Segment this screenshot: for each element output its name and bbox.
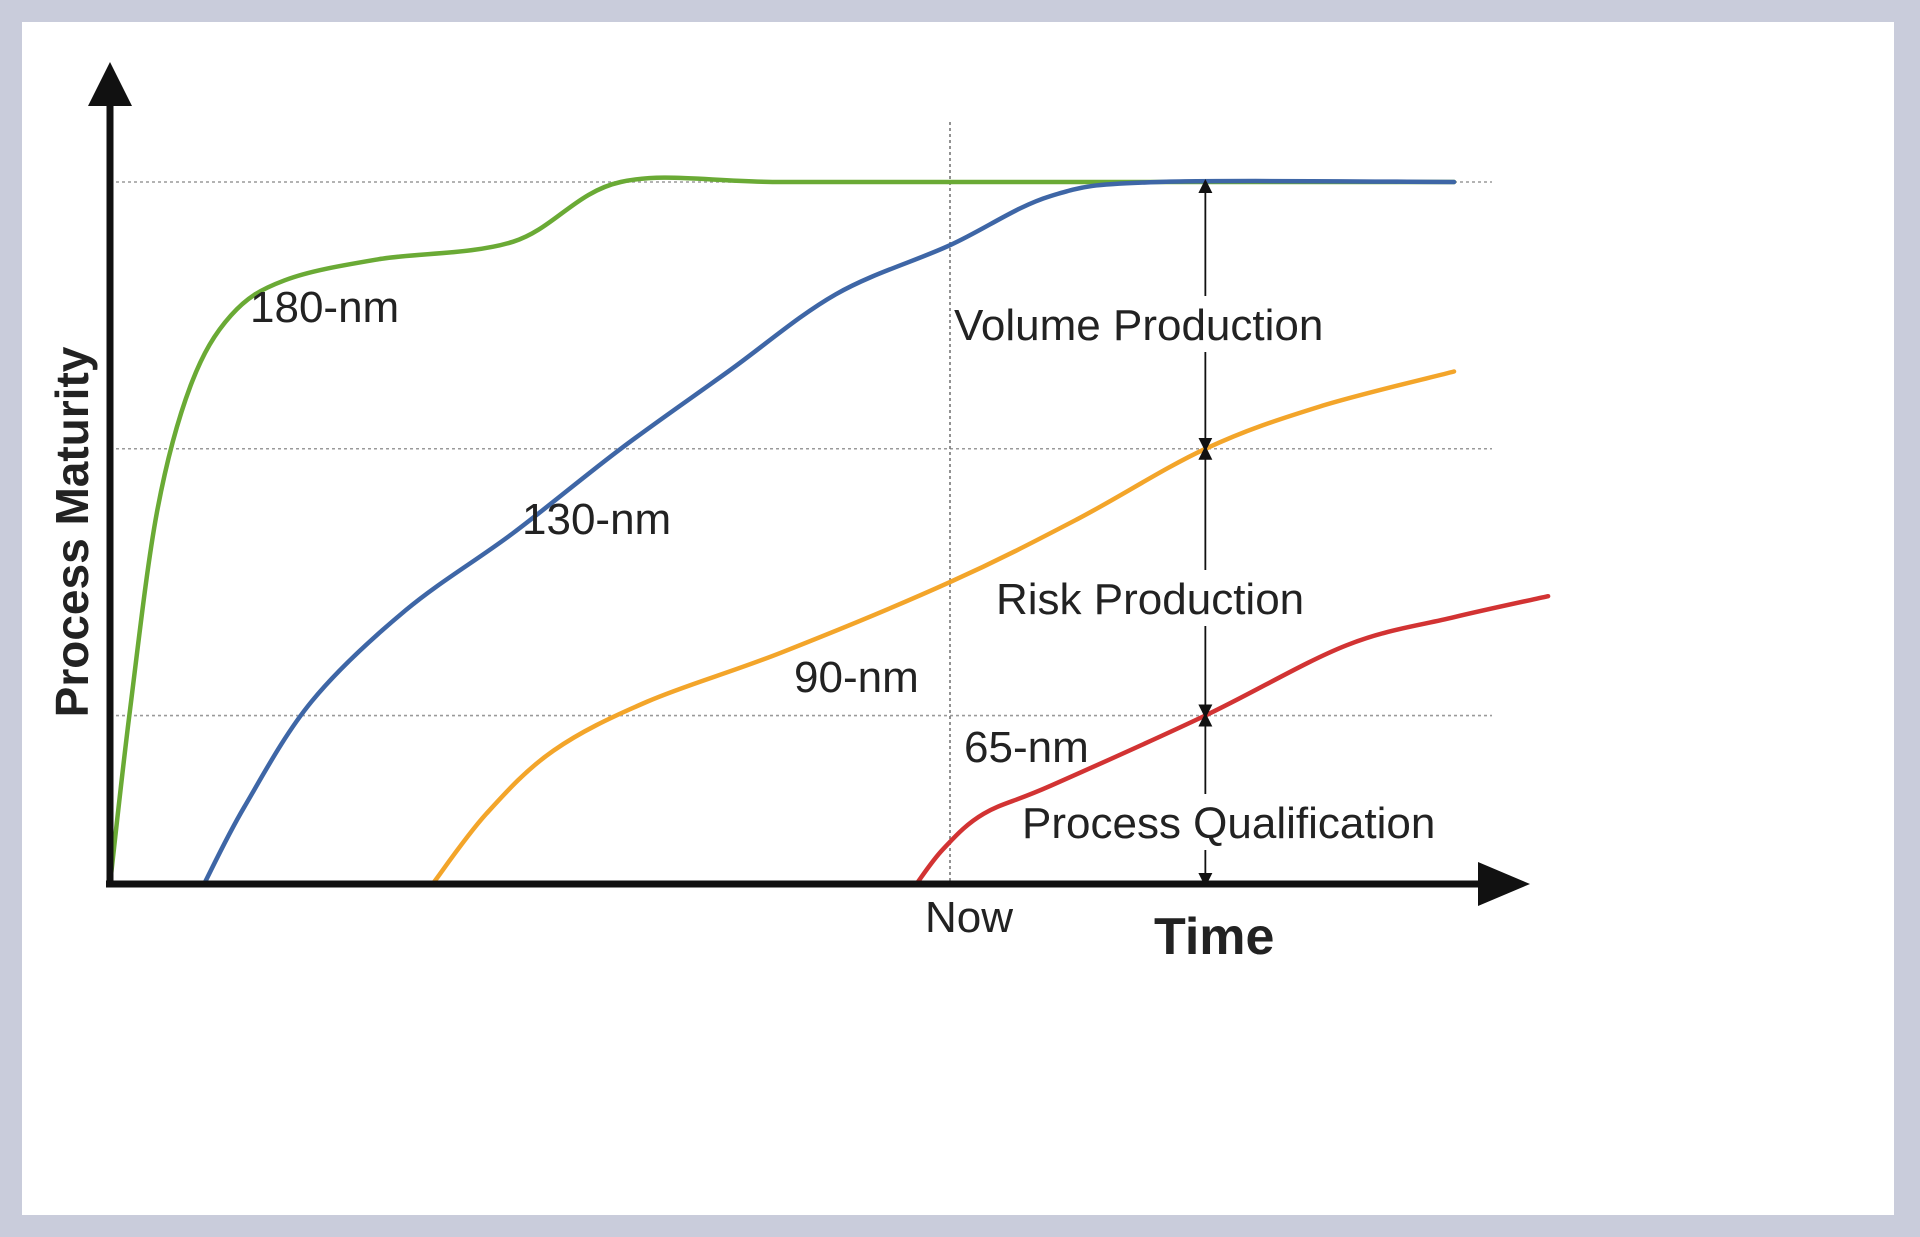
stage-label-backing-0 bbox=[1193, 296, 1218, 352]
series-line-65-nm bbox=[914, 593, 1551, 887]
stage-label-1: Risk Production bbox=[996, 575, 1304, 624]
series-label-180-nm: 180-nm bbox=[250, 283, 399, 332]
x-axis-title: Time bbox=[1154, 908, 1274, 966]
labels: Now 180-nm 130-nm 90-nm 65-nm Volume Producti… bbox=[46, 283, 1435, 966]
series-line-180-nm bbox=[107, 175, 1457, 887]
reference-lines bbox=[110, 122, 1492, 884]
now-label: Now bbox=[925, 893, 1013, 942]
y-axis-title: Process Maturity bbox=[46, 346, 98, 717]
series-label-130-nm: 130-nm bbox=[522, 495, 671, 544]
stage-label-backing-2 bbox=[1193, 794, 1218, 850]
series-group bbox=[107, 175, 1551, 887]
chart-panel: Now 180-nm 130-nm 90-nm 65-nm Volume Producti… bbox=[22, 22, 1894, 1215]
series-label-90-nm: 90-nm bbox=[794, 653, 919, 702]
axes bbox=[88, 62, 1530, 906]
stage-label-0: Volume Production bbox=[954, 301, 1323, 350]
series-line-130-nm bbox=[201, 178, 1457, 887]
x-axis-arrowhead bbox=[1478, 862, 1530, 906]
stage-label-2: Process Qualification bbox=[1022, 799, 1435, 848]
series-label-65-nm: 65-nm bbox=[964, 723, 1089, 772]
process-maturity-chart: Now 180-nm 130-nm 90-nm 65-nm Volume Producti… bbox=[46, 62, 1551, 966]
y-axis-arrowhead bbox=[88, 62, 132, 106]
series-line-90-nm bbox=[430, 369, 1457, 887]
stage-label-backing-1 bbox=[1193, 570, 1218, 626]
